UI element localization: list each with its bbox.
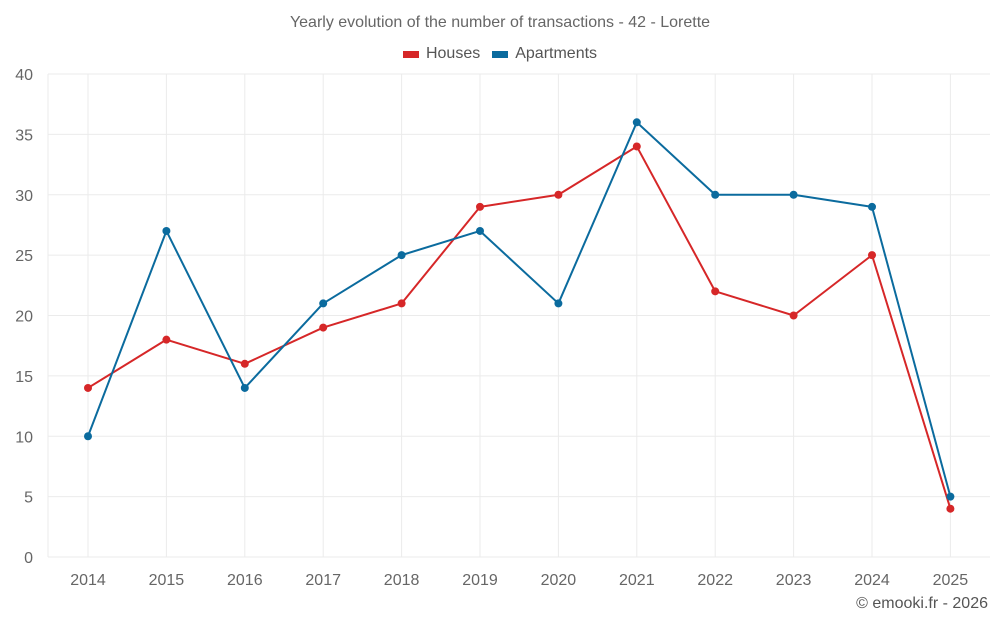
watermark: © emooki.fr - 2026 — [856, 595, 988, 612]
x-tick-label: 2019 — [462, 572, 498, 589]
data-point-houses-2016[interactable] — [240, 359, 249, 368]
y-tick-label: 5 — [24, 490, 33, 507]
y-tick-label: 15 — [15, 369, 33, 386]
data-point-apartments-2016[interactable] — [240, 383, 249, 392]
x-tick-label: 2020 — [541, 572, 577, 589]
x-tick-label: 2015 — [149, 572, 185, 589]
data-point-houses-2024[interactable] — [868, 251, 876, 260]
series-line-apartments — [87, 121, 952, 497]
y-tick-label: 25 — [15, 248, 33, 265]
data-point-houses-2025[interactable] — [946, 504, 955, 513]
y-tick-label: 30 — [15, 188, 33, 205]
data-point-apartments-2014[interactable] — [84, 432, 92, 441]
x-tick-label: 2016 — [227, 572, 263, 589]
legend-swatch-apartments — [492, 50, 509, 58]
y-tick-label: 35 — [15, 127, 33, 144]
x-tick-label: 2024 — [854, 572, 890, 589]
x-tick-label: 2017 — [305, 572, 341, 589]
data-point-houses-2022[interactable] — [711, 287, 720, 296]
y-tick-label: 40 — [15, 67, 33, 84]
x-tick-label: 2014 — [70, 572, 106, 589]
chart-title: Yearly evolution of the number of transa… — [289, 14, 711, 31]
x-tick-label: 2022 — [697, 572, 733, 589]
legend: Houses Apartments — [0, 45, 1000, 63]
y-tick-label: 10 — [15, 429, 33, 446]
y-tick-label: 0 — [24, 550, 33, 567]
data-point-apartments-2025[interactable] — [946, 492, 955, 501]
series-line-houses — [87, 145, 952, 509]
data-point-apartments-2019[interactable] — [476, 226, 484, 235]
data-point-houses-2017[interactable] — [319, 323, 328, 332]
data-point-apartments-2018[interactable] — [397, 251, 406, 260]
data-point-houses-2019[interactable] — [476, 202, 484, 211]
data-point-houses-2020[interactable] — [554, 190, 563, 199]
x-tick-label: 2021 — [619, 572, 655, 589]
x-tick-label: 2018 — [384, 572, 420, 589]
legend-item-houses[interactable]: Houses — [402, 45, 481, 63]
legend-item-apartments[interactable]: Apartments — [492, 45, 597, 63]
legend-label-houses: Houses — [425, 45, 481, 62]
data-point-apartments-2023[interactable] — [789, 190, 798, 199]
data-point-houses-2014[interactable] — [84, 383, 92, 392]
x-tick-label: 2025 — [933, 572, 969, 589]
data-point-apartments-2017[interactable] — [319, 299, 328, 308]
data-point-apartments-2024[interactable] — [868, 202, 876, 211]
data-point-apartments-2020[interactable] — [554, 299, 563, 308]
legend-label-apartments: Apartments — [515, 45, 598, 62]
data-point-apartments-2022[interactable] — [711, 190, 720, 199]
data-point-houses-2015[interactable] — [162, 335, 171, 344]
data-point-houses-2018[interactable] — [397, 299, 406, 308]
data-point-houses-2023[interactable] — [789, 311, 798, 320]
x-tick-label: 2023 — [776, 572, 812, 589]
data-point-houses-2021[interactable] — [632, 142, 641, 151]
data-point-apartments-2021[interactable] — [632, 118, 641, 127]
legend-swatch-houses — [402, 50, 419, 58]
y-tick-label: 20 — [15, 309, 33, 326]
data-point-apartments-2015[interactable] — [162, 226, 171, 235]
